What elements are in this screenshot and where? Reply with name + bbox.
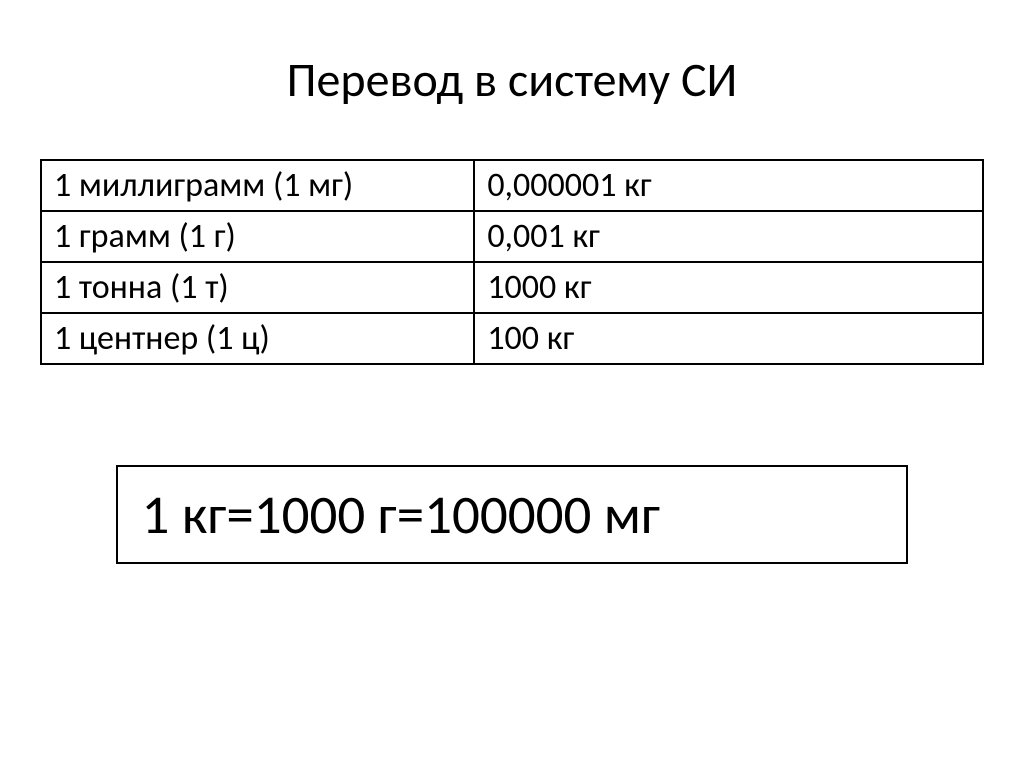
value-cell: 0,000001 кг xyxy=(474,160,983,211)
unit-cell: 1 миллиграмм (1 мг) xyxy=(41,160,474,211)
value-cell: 100 кг xyxy=(474,313,983,364)
table-row: 1 тонна (1 т) 1000 кг xyxy=(41,262,983,313)
unit-cell: 1 грамм (1 г) xyxy=(41,211,474,262)
table-row: 1 центнер (1 ц) 100 кг xyxy=(41,313,983,364)
value-cell: 1000 кг xyxy=(474,262,983,313)
unit-cell: 1 центнер (1 ц) xyxy=(41,313,474,364)
equation-box: 1 кг=1000 г=100000 мг xyxy=(116,465,909,564)
unit-cell: 1 тонна (1 т) xyxy=(41,262,474,313)
table-row: 1 грамм (1 г) 0,001 кг xyxy=(41,211,983,262)
page-title: Перевод в систему СИ xyxy=(40,50,984,109)
conversion-table: 1 миллиграмм (1 мг) 0,000001 кг 1 грамм … xyxy=(40,159,984,365)
table-row: 1 миллиграмм (1 мг) 0,000001 кг xyxy=(41,160,983,211)
value-cell: 0,001 кг xyxy=(474,211,983,262)
